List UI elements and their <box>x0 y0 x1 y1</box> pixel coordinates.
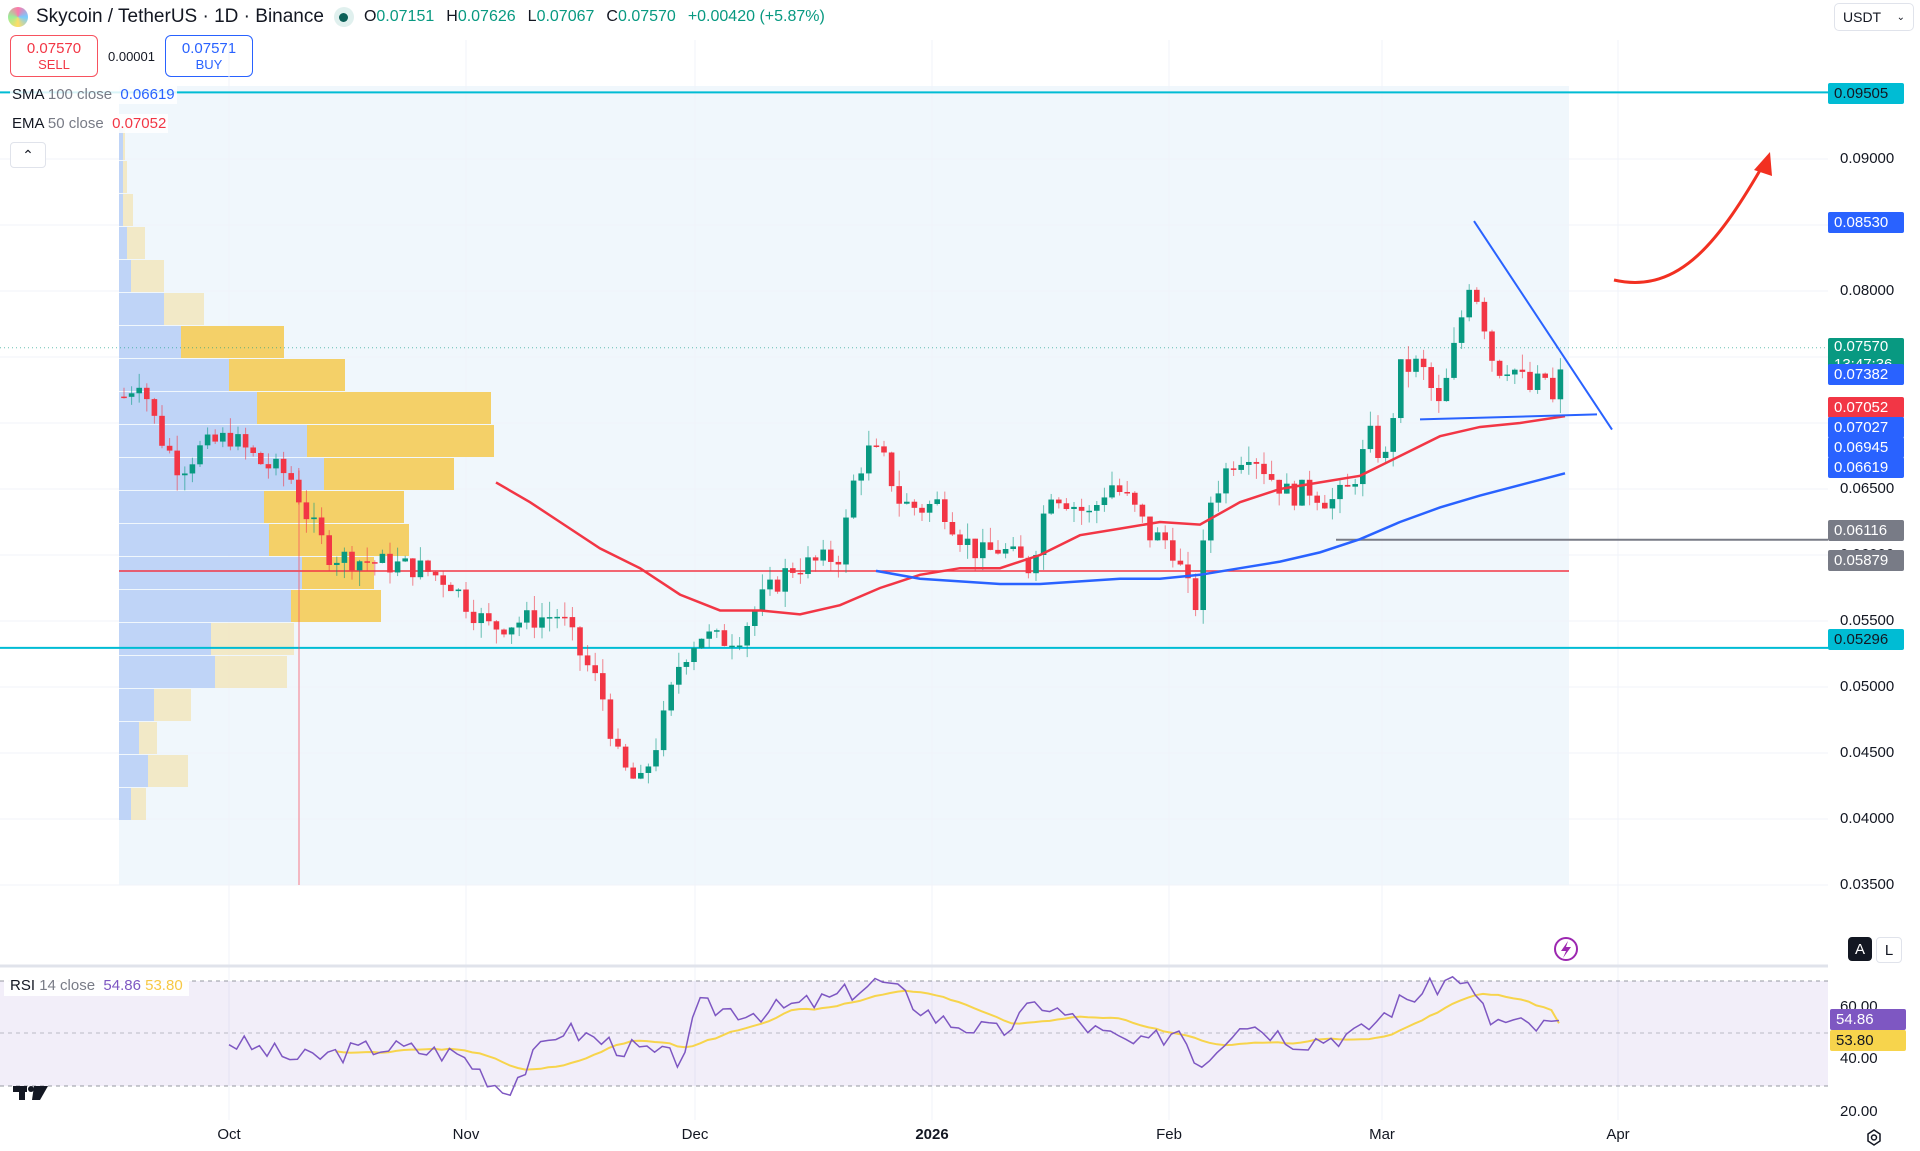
price-tick: 0.05500 <box>1840 612 1895 629</box>
candlesticks <box>121 284 1564 784</box>
rsi-tick: 20.00 <box>1840 1103 1878 1120</box>
rsi-legend[interactable]: RSI 14 close 54.86 53.80 <box>4 975 189 996</box>
price-tick: 0.05000 <box>1840 678 1895 695</box>
time-label: Nov <box>452 1126 480 1143</box>
currency-label: USDT <box>1843 9 1882 25</box>
trade-panel: 0.07570 SELL 0.00001 0.07571 BUY <box>10 35 253 77</box>
sma-value: 0.06619 <box>120 86 175 103</box>
rsi-tag: 53.80 <box>1830 1030 1906 1051</box>
price-tick: 0.04500 <box>1840 744 1895 761</box>
rsi-lines <box>228 975 1560 1097</box>
price-tag: 0.05296 <box>1828 629 1904 650</box>
ema-value: 0.07052 <box>112 115 167 132</box>
log-scale-button[interactable]: L <box>1876 937 1902 963</box>
time-label: Dec <box>681 1126 709 1143</box>
price-tick: 0.09000 <box>1840 150 1895 167</box>
price-tick: 0.06500 <box>1840 480 1895 497</box>
price-tag: 0.06116 <box>1828 520 1904 541</box>
low-value: 0.07067 <box>536 8 595 25</box>
skycoin-logo-icon <box>8 7 28 27</box>
symbol-header: Skycoin / TetherUS · 1D · Binance O0.071… <box>8 4 825 30</box>
time-label: Apr <box>1606 1126 1630 1143</box>
auto-scale-button[interactable]: A <box>1848 937 1872 961</box>
market-status-icon[interactable] <box>333 7 354 27</box>
price-tag: 0.07382 <box>1828 364 1904 385</box>
buy-button[interactable]: 0.07571 BUY <box>165 35 253 77</box>
currency-select[interactable]: USDT ⌄ <box>1834 3 1914 31</box>
volume-profile <box>119 128 494 820</box>
time-label: Feb <box>1156 1126 1182 1143</box>
chevron-up-icon: ⌃ <box>22 146 34 163</box>
high-value: 0.07626 <box>457 8 516 25</box>
chevron-down-icon: ⌄ <box>1896 11 1905 23</box>
price-tick: 0.08000 <box>1840 282 1895 299</box>
sell-button[interactable]: 0.07570 SELL <box>10 35 98 77</box>
open-value: 0.07151 <box>376 8 435 25</box>
price-tag: 0.06945 <box>1828 437 1904 458</box>
collapse-legend-button[interactable]: ⌃ <box>10 142 46 168</box>
price-tag: 0.06619 <box>1828 457 1904 478</box>
time-label: 2026 <box>915 1126 949 1143</box>
sma-legend[interactable]: SMA 100 close 0.06619 <box>10 85 177 104</box>
symbol-title[interactable]: Skycoin / TetherUS · 1D · Binance <box>36 6 324 27</box>
time-label: Oct <box>217 1126 241 1143</box>
change-value: +0.00420 (+5.87%) <box>687 8 825 25</box>
rsi-tag: 54.86 <box>1830 1009 1906 1030</box>
horizontal-levels <box>0 91 1828 885</box>
price-tag: 0.05879 <box>1828 550 1904 571</box>
close-value: 0.07570 <box>617 8 676 25</box>
time-label: Mar <box>1369 1126 1395 1143</box>
tradingview-logo-icon <box>13 1086 48 1100</box>
drawings <box>1419 220 1613 431</box>
price-tick: 0.04000 <box>1840 810 1895 827</box>
arrow-head-icon <box>1754 152 1772 176</box>
rsi-tick: 40.00 <box>1840 1050 1878 1067</box>
settings-icon[interactable] <box>1867 1129 1881 1146</box>
price-tag: 0.08530 <box>1828 212 1904 233</box>
price-tag: 0.07027 <box>1828 417 1904 438</box>
lightning-icon[interactable] <box>1554 937 1578 961</box>
spread-value: 0.00001 <box>108 48 155 64</box>
moving-averages <box>495 414 1566 616</box>
price-tag: 0.07052 <box>1828 397 1904 418</box>
ohlc-values: O0.07151 H0.07626 L0.07067 C0.07570 +0.0… <box>363 8 825 25</box>
ema-legend[interactable]: EMA 50 close 0.07052 <box>10 114 169 133</box>
projection-arrow <box>1613 159 1768 284</box>
price-tick: 0.03500 <box>1840 876 1895 893</box>
price-tag: 0.09505 <box>1828 83 1904 104</box>
